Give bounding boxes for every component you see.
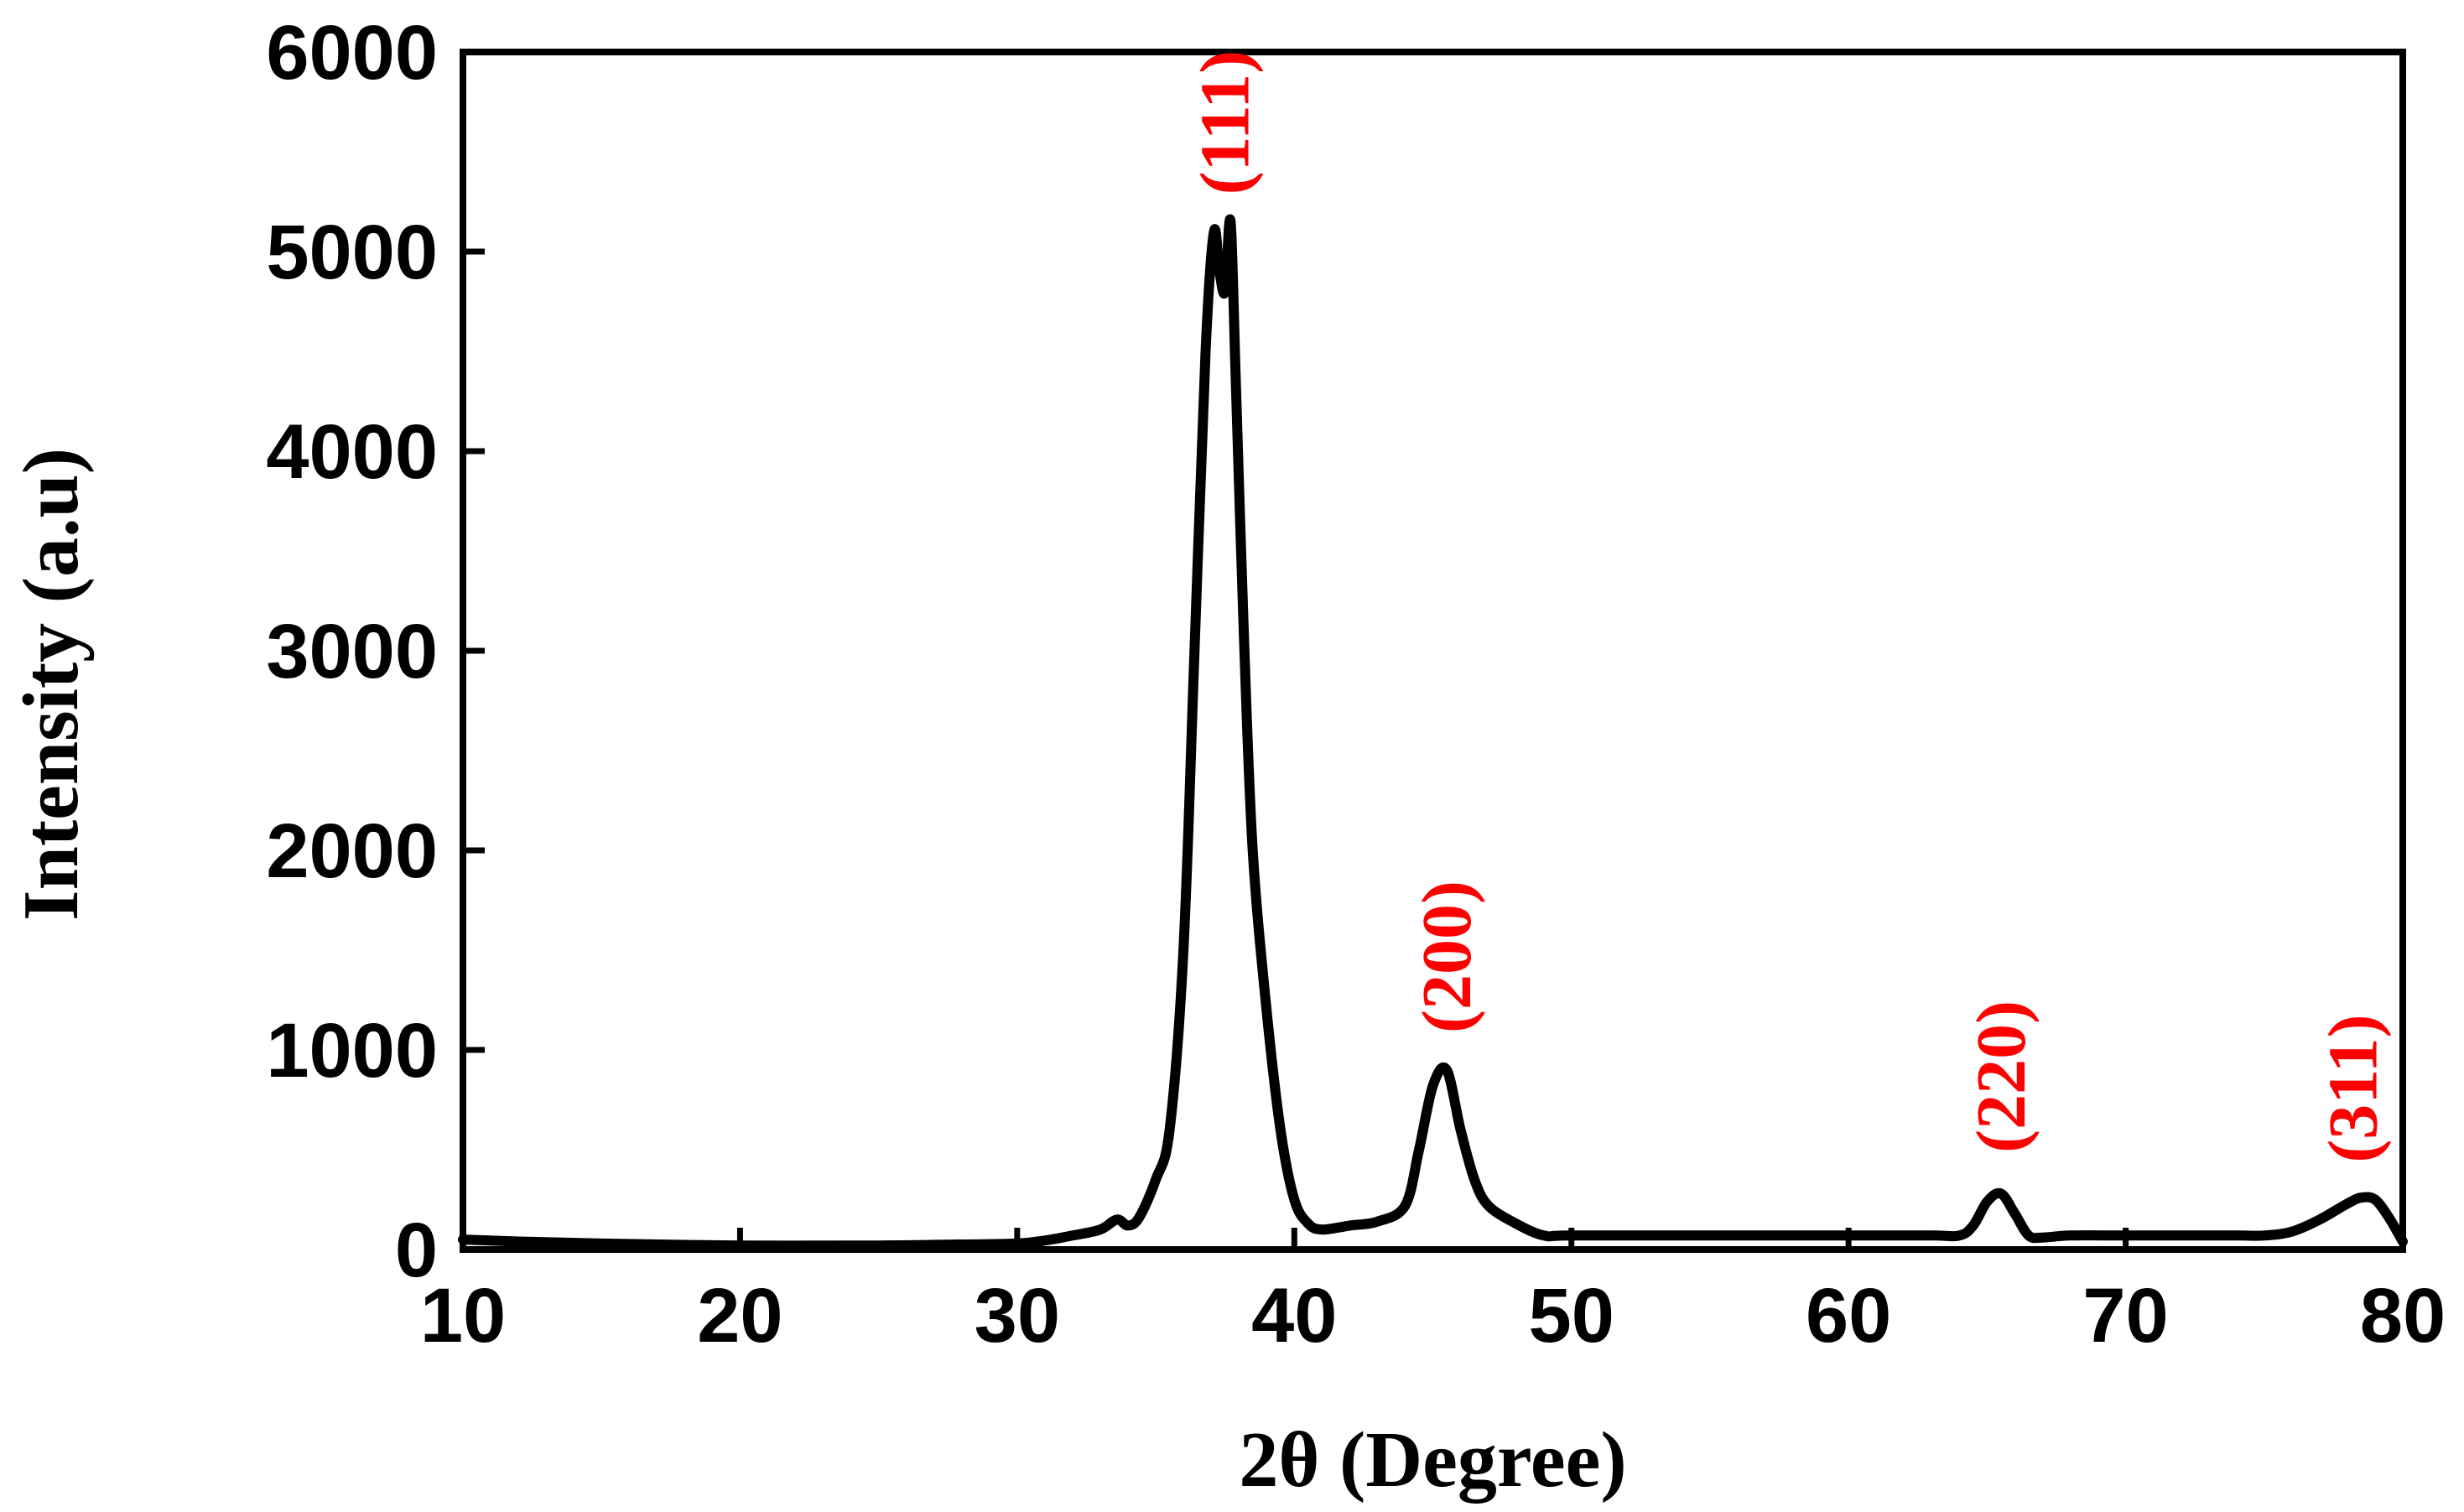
x-axis-title: 2θ (Degree)	[1239, 1416, 1626, 1504]
plot-frame	[460, 49, 2406, 1253]
y-tick-label: 0	[395, 1208, 438, 1293]
y-tick-label: 6000	[266, 10, 438, 96]
x-tick-label: 60	[1806, 1273, 1891, 1359]
x-tick-label: 70	[2082, 1273, 2168, 1359]
peak-annotations: (111) (200) (220) (311)	[1187, 50, 2393, 1163]
peak-annotation: (311)	[2315, 1014, 2393, 1162]
peak-annotation: (111)	[1187, 50, 1265, 195]
x-tick-label: 20	[697, 1273, 782, 1359]
y-tick-label: 5000	[266, 210, 438, 295]
y-tick-label: 1000	[266, 1008, 438, 1094]
peak-annotation: (220)	[1962, 1000, 2040, 1153]
y-axis-title: Intensity (a.u)	[8, 448, 95, 921]
x-tick-label: 50	[1529, 1273, 1614, 1359]
x-tick-label: 10	[420, 1273, 506, 1359]
peak-annotation: (200)	[1408, 881, 1486, 1033]
y-tick-label: 2000	[266, 808, 438, 894]
x-tick-label: 30	[975, 1273, 1060, 1359]
x-tick-label: 80	[2360, 1273, 2446, 1359]
xrd-series-line	[458, 214, 2408, 1251]
x-tick-label: 40	[1251, 1273, 1337, 1359]
tick-labels-layer: 10 20 30 40 50 60 70 80 0 1000 2000 3000 4000 5000 600…	[266, 10, 2446, 1359]
y-tick-label: 4000	[266, 409, 438, 495]
y-tick-label: 3000	[266, 609, 438, 694]
